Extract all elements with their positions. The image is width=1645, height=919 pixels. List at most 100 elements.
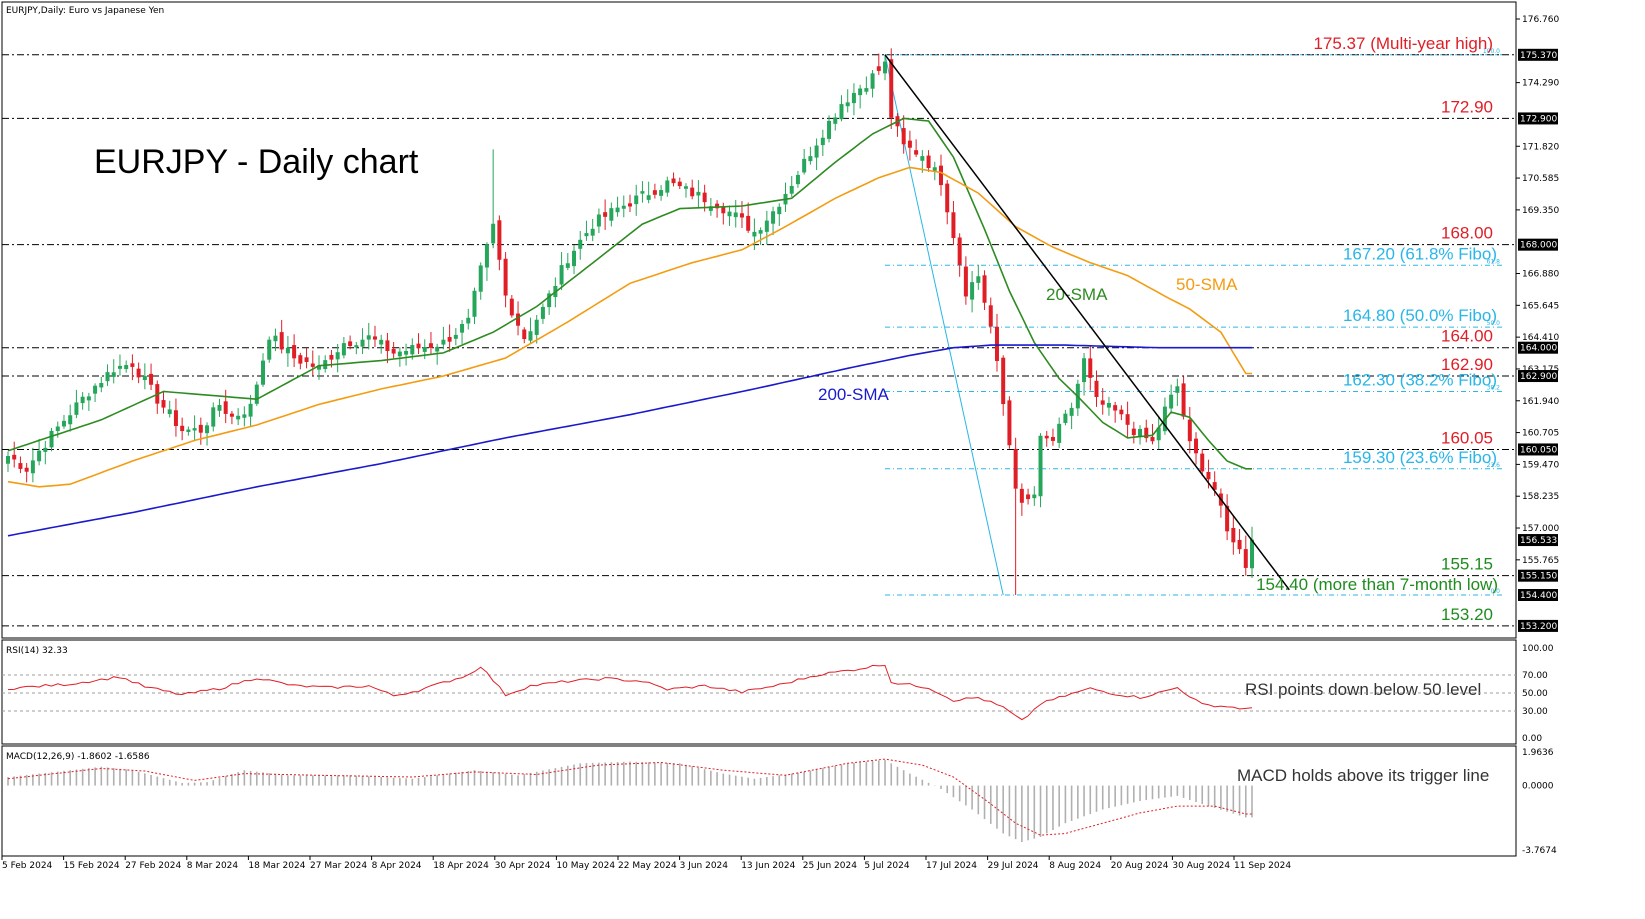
candle-body bbox=[721, 207, 726, 214]
candle-body bbox=[789, 185, 794, 194]
candle-body bbox=[572, 250, 577, 267]
candlesticks bbox=[6, 48, 1254, 595]
candle-body bbox=[509, 298, 514, 316]
x-tick-label: 30 Aug 2024 bbox=[1172, 861, 1230, 871]
y-tick-label: 171.820 bbox=[1522, 142, 1559, 152]
candle-body bbox=[1038, 435, 1043, 497]
candle-body bbox=[1094, 380, 1099, 397]
candle-body bbox=[447, 337, 452, 342]
candle-body bbox=[1212, 482, 1217, 490]
candle-body bbox=[186, 429, 191, 432]
fib-tag: 23.6 bbox=[1487, 462, 1501, 469]
candle-body bbox=[615, 207, 620, 213]
candle-body bbox=[640, 191, 645, 194]
date-axis: 5 Feb 2024 15 Feb 2024 27 Feb 2024 8 Mar 20… bbox=[1, 856, 1291, 871]
price-tag bbox=[1518, 48, 1558, 61]
level-label: 175.37 (Multi-year high) bbox=[1313, 34, 1493, 53]
candle-body bbox=[646, 195, 651, 200]
candle-body bbox=[198, 424, 203, 433]
candle-body bbox=[310, 363, 315, 367]
rsi-indicator: RSI(14) 32.33 RSI points down below 50 l… bbox=[2, 644, 1554, 744]
price-tag bbox=[1518, 238, 1558, 251]
candle-body bbox=[547, 293, 552, 308]
x-tick-label: 5 Jul 2024 bbox=[864, 861, 909, 871]
candle-body bbox=[360, 339, 365, 347]
candle-body bbox=[335, 352, 340, 360]
candle-body bbox=[99, 382, 104, 388]
rsi-tick: 0.00 bbox=[1522, 734, 1542, 744]
candle-body bbox=[1082, 358, 1087, 383]
candle-body bbox=[460, 324, 465, 333]
candle-body bbox=[397, 351, 402, 357]
x-tick-label: 13 Jun 2024 bbox=[741, 861, 795, 871]
candle-body bbox=[74, 402, 79, 415]
fib-tag: 38.2 bbox=[1487, 384, 1501, 391]
candle-body bbox=[205, 425, 210, 434]
low-label: 154.40 (more than 7-month low) bbox=[1256, 575, 1498, 594]
rsi-tick: 100.00 bbox=[1522, 644, 1554, 654]
candle-body bbox=[665, 180, 670, 193]
price-tag-text: 164.000 bbox=[1520, 344, 1557, 354]
candle-body bbox=[441, 339, 446, 345]
candle-body bbox=[808, 156, 813, 162]
fib-tag-100: 100.0 bbox=[1483, 48, 1500, 55]
x-tick-label: 10 May 2024 bbox=[556, 861, 615, 871]
candle-body bbox=[80, 396, 85, 404]
fib-label: 159.30 (23.6% Fibo) bbox=[1343, 448, 1497, 467]
fib-tag: 50.0 bbox=[1487, 320, 1501, 327]
candle-body bbox=[1125, 414, 1130, 425]
rsi-note: RSI points down below 50 level bbox=[1245, 680, 1481, 699]
candle-body bbox=[1026, 494, 1031, 500]
fib-label: 167.20 (61.8% Fibo) bbox=[1343, 244, 1497, 263]
candle-body bbox=[86, 396, 91, 401]
candle-body bbox=[18, 463, 23, 469]
candle-body bbox=[1050, 437, 1055, 441]
candle-body bbox=[354, 345, 359, 348]
price-tag-text: 153.200 bbox=[1520, 622, 1557, 632]
macd-note: MACD holds above its trigger line bbox=[1237, 766, 1489, 785]
x-tick-label: 18 Apr 2024 bbox=[433, 861, 489, 871]
candle-body bbox=[652, 190, 657, 195]
candle-body bbox=[267, 339, 272, 360]
candle-body bbox=[845, 102, 850, 107]
macd-pane bbox=[1, 745, 1517, 857]
y-tick-label: 163.175 bbox=[1522, 365, 1559, 375]
candle-body bbox=[777, 206, 782, 215]
candle-body bbox=[1088, 358, 1093, 378]
candle-body bbox=[814, 145, 819, 158]
y-tick-label: 164.410 bbox=[1522, 333, 1559, 343]
candle-body bbox=[1194, 438, 1199, 454]
candle-body bbox=[565, 263, 570, 268]
candle-body bbox=[914, 150, 919, 155]
x-tick-label: 8 Apr 2024 bbox=[372, 861, 422, 871]
candle-body bbox=[715, 203, 720, 209]
rsi-tick: 50.00 bbox=[1522, 689, 1548, 699]
candle-body bbox=[771, 211, 776, 224]
candle-body bbox=[410, 345, 415, 355]
candle-body bbox=[1231, 527, 1236, 543]
candle-body bbox=[124, 365, 129, 370]
candle-body bbox=[1057, 423, 1062, 443]
candle-body bbox=[802, 158, 807, 173]
sma-line bbox=[7, 344, 1252, 537]
price-tag bbox=[1518, 370, 1558, 383]
candle-body bbox=[404, 350, 409, 355]
level-label: 160.05 bbox=[1441, 428, 1493, 447]
price-tag bbox=[1518, 619, 1558, 632]
candle-body bbox=[963, 266, 968, 297]
macd-tick: -3.7674 bbox=[1522, 846, 1557, 856]
candle-body bbox=[1175, 386, 1180, 393]
price-tag-text: 156.533 bbox=[1520, 536, 1557, 546]
candle-body bbox=[1150, 436, 1155, 442]
candle-body bbox=[1237, 539, 1242, 550]
price-tag bbox=[1518, 112, 1558, 125]
candle-body bbox=[379, 339, 384, 345]
macd-indicator: MACD(12,26,9) -1.8602 -1.6586 MACD holds… bbox=[6, 748, 1557, 856]
candle-body bbox=[472, 290, 477, 317]
price-tag-text: 155.150 bbox=[1520, 572, 1557, 582]
candle-body bbox=[727, 211, 732, 217]
fib-swing-line bbox=[884, 54, 1004, 596]
y-tick-label: 158.235 bbox=[1522, 492, 1559, 502]
candle-body bbox=[341, 343, 346, 356]
